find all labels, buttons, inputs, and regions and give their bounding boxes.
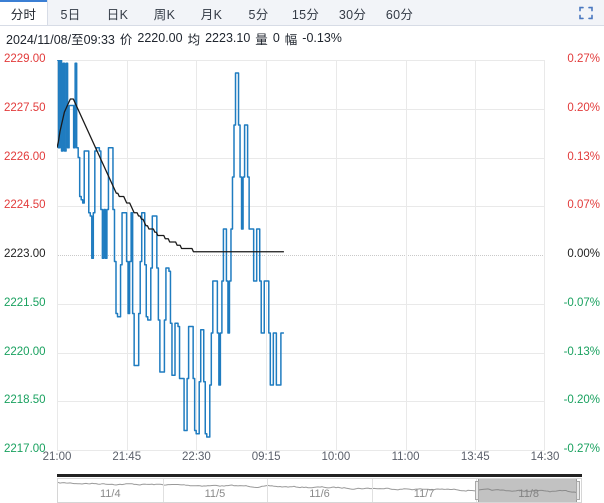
- tab-daily-k[interactable]: 日K: [94, 0, 141, 25]
- quote-info-line: 2024/11/08/至09:33 价 2220.00 均 2223.10 量 …: [6, 27, 347, 49]
- y-tick-left: 2229.00: [4, 53, 46, 65]
- tab-label: 周K: [153, 8, 176, 22]
- grid-line: [57, 450, 545, 451]
- tab-label: 5日: [60, 8, 81, 22]
- y-tick-left: 2217.00: [4, 443, 46, 455]
- y-tick-right: 0.07%: [567, 199, 600, 212]
- navigator-date-label: 11/6: [309, 488, 330, 500]
- grid-line: [57, 108, 545, 110]
- grid-line-vertical: [196, 60, 198, 450]
- y-tick-left: 2227.50: [4, 101, 46, 114]
- series-canvas: [57, 60, 284, 438]
- info-price-value: 2220.00: [137, 31, 183, 45]
- x-tick: 13:45: [460, 451, 490, 463]
- navigator-date-label: 11/5: [204, 488, 226, 500]
- grid-line: [57, 303, 545, 305]
- y-tick-left: 2218.50: [4, 394, 46, 407]
- tab-60min[interactable]: 60分: [376, 0, 423, 25]
- info-change-label: 幅: [284, 32, 298, 47]
- x-axis-labels: 21:00 21:45 22:30 09:15 10:00 11:00 13:45 14:30: [0, 451, 604, 465]
- y-tick-left: 2220.00: [4, 345, 46, 358]
- navigator-date-label: 11/4: [100, 488, 121, 500]
- grid-line-vertical: [475, 60, 477, 450]
- plot-area[interactable]: [57, 60, 545, 451]
- info-change-value: -0.13%: [302, 31, 342, 45]
- y-tick-left: 2226.00: [4, 150, 46, 163]
- y-tick-right: -0.27%: [563, 443, 600, 455]
- tab-15min[interactable]: 15分: [282, 0, 329, 25]
- grid-line-vertical: [266, 60, 268, 450]
- y-tick-right: 0.13%: [567, 150, 600, 163]
- grid-line: [57, 157, 545, 159]
- navigator-date-label: 11/8: [518, 488, 539, 500]
- info-datetime: 2024/11/08/至09:33: [6, 32, 115, 47]
- info-volume-label: 量: [255, 32, 268, 47]
- tab-label: 日K: [106, 8, 129, 22]
- tab-weekly-k[interactable]: 周K: [141, 0, 188, 25]
- x-tick: 14:30: [530, 451, 560, 463]
- y-tick-right: -0.13%: [563, 345, 600, 358]
- tab-fenshi[interactable]: 分时: [0, 0, 47, 25]
- grid-line: [57, 401, 545, 403]
- x-tick: 21:45: [112, 451, 142, 463]
- price-chart[interactable]: 2229.00 2227.50 2226.00 2224.50 2223.00 2221.…: [0, 50, 604, 465]
- range-navigator[interactable]: 11/4 11/5 11/6 11/7 11/8: [57, 478, 582, 503]
- navigator-sparkline: [58, 481, 581, 494]
- y-tick-right: 0.20%: [567, 101, 600, 114]
- grid-line: [57, 206, 545, 208]
- grid-line: [57, 60, 545, 61]
- tab-label: 月K: [200, 8, 223, 22]
- info-avg-value: 2223.10: [205, 31, 251, 45]
- navigator-divider: [162, 479, 164, 502]
- grid-line-vertical: [405, 60, 407, 450]
- tab-label: 5分: [248, 8, 269, 22]
- tab-label: 60分: [385, 8, 414, 22]
- y-tick-right: 0.00%: [567, 248, 600, 260]
- tab-monthly-k[interactable]: 月K: [188, 0, 235, 25]
- grid-line: [57, 255, 545, 256]
- y-tick-right: -0.20%: [563, 394, 600, 407]
- tab-label: 分时: [10, 8, 37, 22]
- navigator-selection[interactable]: [478, 479, 577, 502]
- nav-right-handle[interactable]: [576, 481, 580, 500]
- tab-30min[interactable]: 30分: [329, 0, 376, 25]
- navigator-date-label: 11/7: [413, 488, 435, 500]
- grid-line-vertical: [335, 60, 337, 450]
- y-tick-right: 0.27%: [567, 53, 600, 65]
- tab-label: 30分: [338, 8, 367, 22]
- x-tick: 11:00: [391, 451, 420, 463]
- tab-5min[interactable]: 5分: [235, 0, 282, 25]
- period-tab-bar: 分时 5日 日K 周K 月K 5分 15分 30分 60分: [0, 0, 604, 26]
- x-tick: 21:00: [42, 451, 72, 463]
- grid-line-vertical: [544, 60, 545, 450]
- y-tick-right: -0.07%: [563, 296, 600, 309]
- x-tick: 09:15: [251, 451, 281, 463]
- nav-left-handle[interactable]: [475, 481, 480, 500]
- x-tick: 10:00: [321, 451, 351, 463]
- navigator-divider: [371, 479, 373, 502]
- info-avg-label: 均: [187, 32, 201, 47]
- grid-line: [57, 352, 545, 354]
- info-volume-value: 0: [272, 31, 280, 45]
- grid-line-vertical: [57, 60, 58, 450]
- y-tick-left: 2221.50: [4, 296, 46, 309]
- navigator-divider: [267, 479, 269, 502]
- y-tick-left: 2224.50: [4, 199, 46, 212]
- y-tick-left: 2223.00: [4, 248, 46, 260]
- navigator-top-rule: [57, 474, 582, 477]
- tab-label: 15分: [291, 8, 320, 22]
- info-price-label: 价: [119, 32, 133, 47]
- x-tick: 22:30: [182, 451, 211, 463]
- tab-5day[interactable]: 5日: [47, 0, 94, 25]
- grid-lines: [57, 60, 545, 451]
- fullscreen-icon[interactable]: [576, 3, 596, 23]
